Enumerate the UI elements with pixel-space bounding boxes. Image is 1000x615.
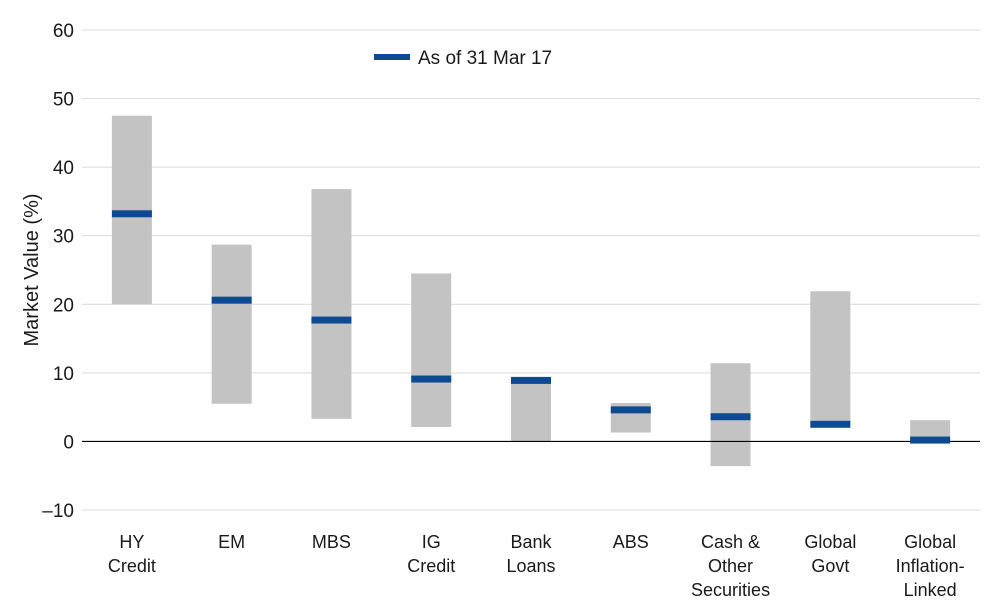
legend: As of 31 Mar 17 [374,48,552,69]
range-bar [511,378,551,442]
legend-label: As of 31 Mar 17 [418,48,552,69]
y-tick-label: 10 [53,364,74,385]
category-label: Cash & Other Securities [691,532,770,600]
current-marker [511,376,551,384]
range-bar [910,420,951,442]
range-bar [111,115,152,305]
category-label: Bank Loans [506,532,555,576]
category-label: EM [218,532,245,552]
current-marker [610,406,651,414]
current-marker [411,375,452,383]
range-bar [211,244,252,404]
y-tick-label: 40 [53,158,74,179]
y-axis-label: Market Value (%) [21,193,43,346]
y-tick-label: –10 [42,501,74,522]
category-label: MBS [312,532,351,552]
range-bar [810,291,851,425]
range-bar [311,189,352,419]
current-marker [111,210,152,218]
category-label: Global Inflation-Linked [896,532,965,600]
y-tick-label: 50 [53,90,74,111]
category-label: ABS [613,532,649,552]
current-marker [311,316,352,324]
range-bar [411,273,452,428]
current-marker [810,420,851,428]
y-tick-label: 20 [53,295,74,316]
category-label: IG Credit [407,532,455,576]
category-label: HY Credit [108,532,156,576]
current-marker [910,436,951,444]
current-marker [211,296,252,304]
category-label: Global Govt [804,532,856,576]
y-tick-label: 0 [63,432,74,453]
y-tick-label: 30 [53,227,74,248]
current-marker [710,413,751,421]
y-tick-label: 60 [53,21,74,42]
